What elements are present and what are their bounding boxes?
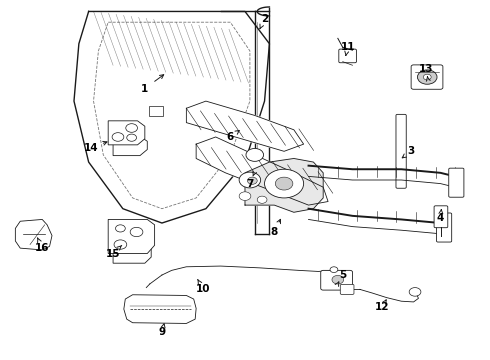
Polygon shape — [186, 101, 304, 151]
Text: 16: 16 — [35, 243, 49, 253]
Polygon shape — [245, 158, 323, 212]
Circle shape — [275, 177, 293, 190]
Text: 6: 6 — [227, 132, 234, 142]
FancyBboxPatch shape — [149, 106, 163, 116]
Circle shape — [265, 169, 304, 198]
Polygon shape — [15, 220, 52, 250]
Circle shape — [127, 134, 137, 141]
Circle shape — [423, 74, 431, 80]
Text: 11: 11 — [341, 42, 355, 52]
FancyBboxPatch shape — [437, 213, 452, 242]
FancyBboxPatch shape — [411, 65, 443, 89]
Text: 9: 9 — [158, 327, 166, 337]
FancyBboxPatch shape — [339, 49, 356, 63]
Circle shape — [246, 148, 264, 161]
Polygon shape — [108, 121, 145, 145]
Circle shape — [409, 288, 421, 296]
Polygon shape — [113, 242, 151, 263]
FancyBboxPatch shape — [434, 206, 448, 228]
Text: 5: 5 — [339, 270, 346, 280]
Polygon shape — [196, 137, 328, 205]
Circle shape — [332, 275, 343, 284]
Polygon shape — [108, 220, 155, 253]
Circle shape — [417, 70, 437, 84]
Text: 8: 8 — [270, 227, 278, 237]
Circle shape — [257, 196, 267, 203]
Circle shape — [130, 227, 143, 237]
Text: 10: 10 — [196, 284, 211, 294]
Text: 14: 14 — [84, 143, 98, 153]
Circle shape — [116, 225, 125, 232]
FancyBboxPatch shape — [340, 284, 354, 294]
Circle shape — [112, 133, 124, 141]
FancyBboxPatch shape — [396, 114, 406, 188]
Text: 12: 12 — [374, 302, 389, 312]
FancyBboxPatch shape — [449, 168, 464, 197]
Text: 2: 2 — [261, 14, 268, 24]
Circle shape — [247, 177, 257, 184]
Circle shape — [126, 124, 138, 132]
Text: 13: 13 — [418, 64, 433, 74]
Polygon shape — [113, 136, 147, 156]
Circle shape — [239, 172, 261, 188]
Text: 15: 15 — [106, 248, 121, 258]
Text: 7: 7 — [246, 179, 253, 189]
FancyBboxPatch shape — [321, 270, 352, 290]
Polygon shape — [124, 295, 196, 323]
Text: 4: 4 — [437, 213, 444, 222]
Circle shape — [114, 240, 127, 249]
Circle shape — [330, 267, 338, 273]
Circle shape — [239, 192, 251, 201]
Text: 3: 3 — [408, 146, 415, 156]
Text: 1: 1 — [141, 84, 148, 94]
